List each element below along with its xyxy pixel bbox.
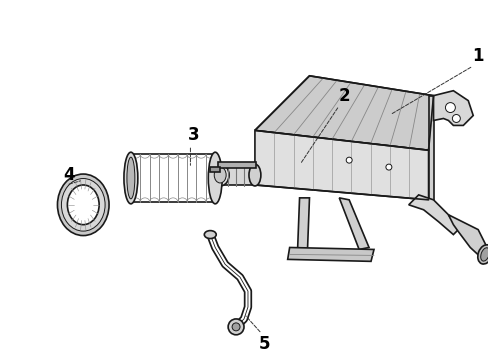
Polygon shape — [339, 198, 369, 249]
Circle shape — [452, 114, 460, 122]
Polygon shape — [297, 198, 310, 249]
Ellipse shape — [208, 152, 222, 204]
Polygon shape — [220, 165, 255, 185]
Ellipse shape — [249, 164, 261, 186]
Polygon shape — [288, 247, 374, 261]
Ellipse shape — [124, 152, 138, 204]
Polygon shape — [434, 91, 473, 125]
Ellipse shape — [204, 231, 216, 239]
Polygon shape — [210, 167, 220, 172]
Ellipse shape — [211, 164, 229, 186]
Circle shape — [346, 157, 352, 163]
Polygon shape — [218, 162, 256, 168]
Text: 4: 4 — [64, 166, 75, 184]
Ellipse shape — [61, 179, 105, 231]
Polygon shape — [448, 215, 488, 260]
Text: 5: 5 — [259, 335, 270, 353]
Ellipse shape — [214, 167, 226, 183]
Circle shape — [445, 103, 455, 113]
Circle shape — [232, 323, 240, 331]
Polygon shape — [429, 96, 434, 200]
Circle shape — [386, 164, 392, 170]
Polygon shape — [255, 76, 434, 150]
Ellipse shape — [481, 248, 490, 261]
Circle shape — [228, 319, 244, 335]
Ellipse shape — [57, 174, 109, 235]
Ellipse shape — [478, 245, 490, 264]
Polygon shape — [409, 195, 458, 235]
Text: 2: 2 — [339, 87, 350, 105]
Ellipse shape — [68, 185, 99, 225]
Text: 1: 1 — [472, 47, 484, 65]
Ellipse shape — [127, 157, 135, 199]
Text: 3: 3 — [188, 126, 199, 144]
Polygon shape — [255, 130, 429, 200]
